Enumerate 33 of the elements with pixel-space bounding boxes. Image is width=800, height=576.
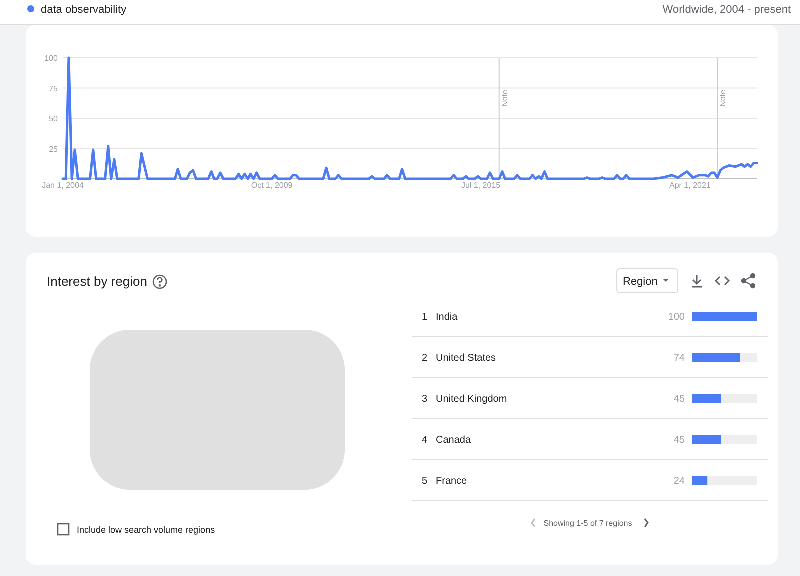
- text: Include low search volume regions: [77, 525, 216, 535]
- y-tick-label: 25: [49, 144, 59, 154]
- x-tick-label: Jan 1, 2004: [42, 181, 84, 190]
- text: Region: [623, 276, 658, 288]
- x-tick-label: Apr 1, 2021: [670, 181, 712, 190]
- text: 1: [422, 312, 428, 323]
- y-tick-label: United Kingdom: [436, 394, 508, 405]
- ref-line-label: Note: [718, 90, 728, 107]
- text: 4: [422, 435, 428, 446]
- data-label: 45: [674, 435, 686, 446]
- line-series: [62, 56, 758, 180]
- y-tick-label: France: [436, 476, 468, 487]
- ref-line-label: Note: [500, 90, 510, 107]
- x-tick-label: Jul 1, 2015: [461, 181, 502, 190]
- y-tick-label: United States: [436, 353, 496, 364]
- bar: [692, 312, 757, 321]
- text: 3: [422, 394, 428, 405]
- chart-subtitle: Worldwide, 2004 - present: [662, 4, 791, 16]
- y-tick-label: 100: [44, 54, 59, 63]
- data-label: 45: [674, 394, 686, 405]
- data-label: 100: [668, 312, 686, 323]
- legend-label: data observability: [41, 4, 128, 16]
- text: 5: [422, 476, 428, 487]
- y-tick-label: India: [436, 312, 458, 323]
- text: Interest by region: [47, 274, 148, 289]
- x-tick-label: Oct 1, 2009: [251, 181, 294, 190]
- data-label: 24: [674, 476, 686, 487]
- text: 2: [422, 353, 428, 364]
- y-tick-label: 75: [49, 84, 59, 94]
- y-tick-label: Canada: [436, 435, 472, 446]
- data-label: 74: [674, 353, 686, 364]
- y-tick-label: 50: [49, 114, 59, 124]
- text: Showing 1-5 of 7 regions: [544, 519, 632, 528]
